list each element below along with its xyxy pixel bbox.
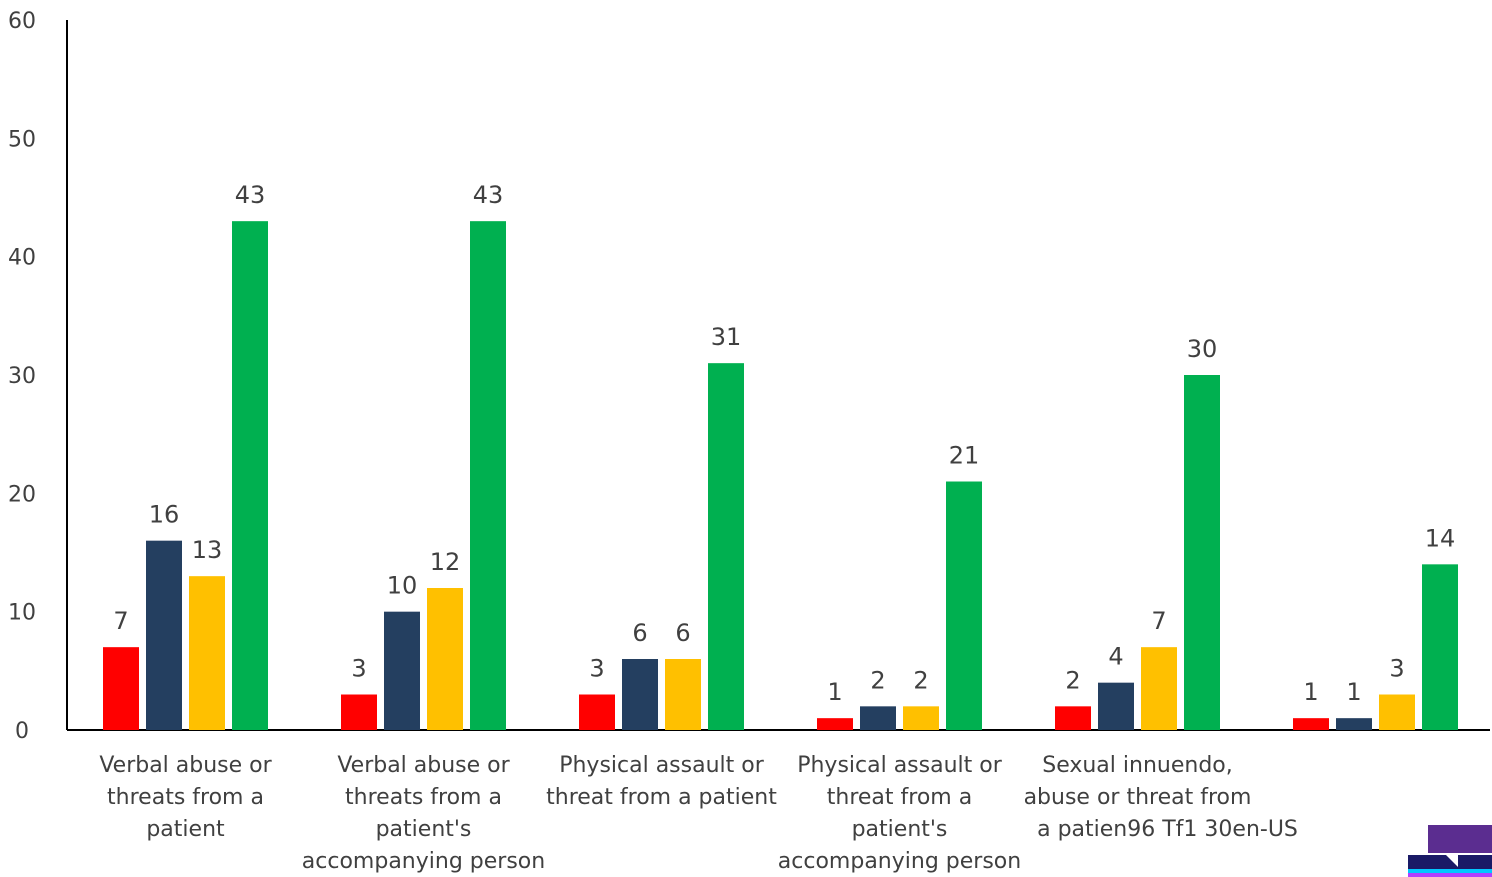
logo-accent <box>1408 869 1492 873</box>
bar <box>341 694 377 730</box>
y-tick-label: 10 <box>8 601 36 626</box>
bar <box>622 659 658 730</box>
bar <box>579 694 615 730</box>
bar <box>1422 564 1458 730</box>
category-label-line: Physical assault or <box>559 753 765 778</box>
data-label: 7 <box>113 607 128 635</box>
data-label: 1 <box>1346 678 1361 706</box>
category-label-line: accompanying person <box>302 849 545 874</box>
bar <box>384 611 420 730</box>
data-label: 30 <box>1187 335 1218 363</box>
category-label-line: abuse or threat from <box>1024 785 1252 810</box>
category-label-line: accompanying person <box>778 849 1021 874</box>
bars <box>103 221 1458 730</box>
data-label: 10 <box>387 572 418 600</box>
data-label: 6 <box>675 619 690 647</box>
y-tick-label: 40 <box>8 246 36 271</box>
category-label-line: patient's <box>376 817 472 842</box>
category-label-line: Verbal abuse or <box>99 753 272 778</box>
y-axis-ticks: 0 10 20 30 40 50 60 <box>8 9 36 744</box>
data-label: 13 <box>192 536 223 564</box>
data-label: 7 <box>1151 607 1166 635</box>
y-tick-label: 50 <box>8 127 36 152</box>
bar <box>1293 718 1329 730</box>
data-label: 14 <box>1425 524 1456 552</box>
data-label: 43 <box>473 181 504 209</box>
bar <box>903 706 939 730</box>
category-label-line: threat from a <box>827 785 972 810</box>
data-label: 3 <box>1389 655 1404 683</box>
data-label: 4 <box>1108 643 1123 671</box>
category-label-line: Verbal abuse or <box>337 753 510 778</box>
bar <box>1055 706 1091 730</box>
data-label: 1 <box>1303 678 1318 706</box>
category-label-line: threat from a patient <box>546 785 777 810</box>
data-label: 43 <box>235 181 266 209</box>
bar <box>1098 682 1134 730</box>
data-label: 16 <box>149 501 180 529</box>
y-tick-label: 20 <box>8 482 36 507</box>
category-label-line: threats from a <box>345 785 502 810</box>
category-label: Physical assault or threat from a patient <box>546 753 777 810</box>
data-label: 12 <box>430 548 461 576</box>
y-tick-label: 30 <box>8 364 36 389</box>
category-label: Sexual innuendo, abuse or threat from a pa… <box>1024 753 1298 842</box>
bar <box>860 706 896 730</box>
bar <box>232 221 268 730</box>
category-label-line: patient's <box>852 817 948 842</box>
logo-bar <box>1408 855 1492 869</box>
bar <box>1141 647 1177 730</box>
bar <box>817 718 853 730</box>
category-labels: Verbal abuse or threats from a patientVerb… <box>99 753 1298 874</box>
category-label: Physical assault or threat from a patient'… <box>778 753 1021 874</box>
data-label: 1 <box>827 678 842 706</box>
category-label-line: Sexual innuendo, <box>1042 753 1233 778</box>
logo-notch <box>1444 853 1458 867</box>
category-label-line: a patien96 Tf1 30en-US <box>1037 817 1298 842</box>
category-label-line: patient <box>146 817 225 842</box>
bar <box>946 481 982 730</box>
category-label-line: Physical assault or <box>797 753 1003 778</box>
bar <box>470 221 506 730</box>
bar <box>1379 694 1415 730</box>
bar <box>103 647 139 730</box>
data-label: 6 <box>632 619 647 647</box>
category-label: Verbal abuse or threats from a patient <box>99 753 272 842</box>
bar <box>189 576 225 730</box>
y-tick-label: 0 <box>15 719 29 744</box>
logo-accent-2 <box>1408 873 1492 877</box>
data-label: 2 <box>913 666 928 694</box>
data-label: 31 <box>711 323 742 351</box>
bar <box>708 363 744 730</box>
data-label: 3 <box>351 655 366 683</box>
category-label-line: threats from a <box>107 785 264 810</box>
brand-logo <box>1408 825 1492 877</box>
bar <box>427 588 463 730</box>
category-label: Verbal abuse or threats from a patient's ac… <box>302 753 545 874</box>
data-label: 2 <box>1065 666 1080 694</box>
data-label: 21 <box>949 442 980 470</box>
y-tick-label: 60 <box>8 9 36 34</box>
bar <box>1184 375 1220 730</box>
data-label: 3 <box>589 655 604 683</box>
bar <box>665 659 701 730</box>
bar <box>146 540 182 730</box>
bar <box>1336 718 1372 730</box>
logo-block <box>1428 825 1492 853</box>
data-label: 2 <box>870 666 885 694</box>
